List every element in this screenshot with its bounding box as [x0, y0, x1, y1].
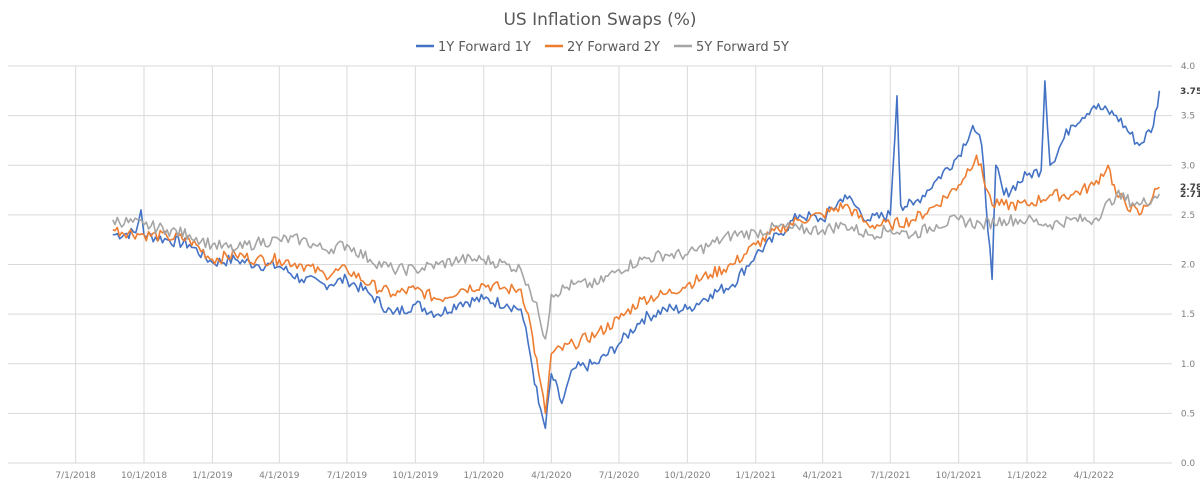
end-labels: 3.75 2.782.71	[1180, 87, 1200, 200]
x-tick-label: 1/1/2021	[736, 471, 776, 481]
series-line-3	[112, 189, 1161, 340]
x-tick-label: 4/1/2021	[802, 471, 842, 481]
chart-title: US Inflation Swaps (%)	[503, 10, 696, 30]
y-tick-label: 3.0	[1181, 161, 1196, 171]
y-tick-label: 3.5	[1181, 112, 1195, 122]
x-tick-label: 4/1/2019	[259, 471, 300, 481]
x-tick-label: 10/1/2020	[664, 471, 710, 481]
x-tick-label: 10/1/2021	[936, 471, 982, 481]
x-tick-label: 7/1/2019	[327, 471, 368, 481]
y-tick-label: 0.0	[1181, 459, 1196, 469]
legend-label: 2Y Forward 2Y	[567, 40, 660, 55]
legend: 1Y Forward 1Y 2Y Forward 2Y 5Y Forward 5Y	[416, 40, 789, 55]
x-tick-label: 10/1/2019	[392, 471, 438, 481]
x-tick-label: 4/1/2022	[1074, 471, 1114, 481]
x-tick-label: 1/1/2019	[192, 471, 233, 481]
y-tick-label: 0.5	[1181, 409, 1195, 419]
x-tick-label: 4/1/2020	[531, 471, 572, 481]
gridlines	[8, 65, 1172, 464]
series-line-2	[112, 154, 1160, 415]
y-tick-label: 1.5	[1181, 310, 1195, 320]
series-line-1	[112, 80, 1161, 430]
x-tick-label: 7/1/2020	[599, 471, 640, 481]
series-group	[112, 80, 1161, 430]
y-tick-label: 4.0	[1181, 62, 1196, 72]
y-tick-label: 1.0	[1181, 360, 1196, 370]
legend-label: 1Y Forward 1Y	[438, 40, 531, 55]
y-tick-label: 2.0	[1181, 261, 1196, 271]
x-tick-label: 7/1/2021	[870, 471, 910, 481]
series-end-label: 3.75	[1180, 87, 1200, 97]
series-end-label: 2.78	[1180, 183, 1200, 193]
x-tick-label: 1/1/2020	[463, 471, 504, 481]
x-tick-label: 1/1/2022	[1007, 471, 1047, 481]
x-axis: 1/1/20187/1/201810/1/20181/1/20194/1/201…	[55, 471, 1114, 481]
series-end-label: 2.71	[1180, 190, 1200, 200]
y-tick-label: 2.5	[1181, 211, 1195, 221]
legend-label: 5Y Forward 5Y	[696, 40, 789, 55]
x-tick-label: 10/1/2018	[121, 471, 167, 481]
y-axis: 0.0 0.5 1.0 1.5 2.0 2.5 3.0 3.5 4.0	[1181, 62, 1196, 469]
x-tick-label: 7/1/2018	[55, 471, 96, 481]
